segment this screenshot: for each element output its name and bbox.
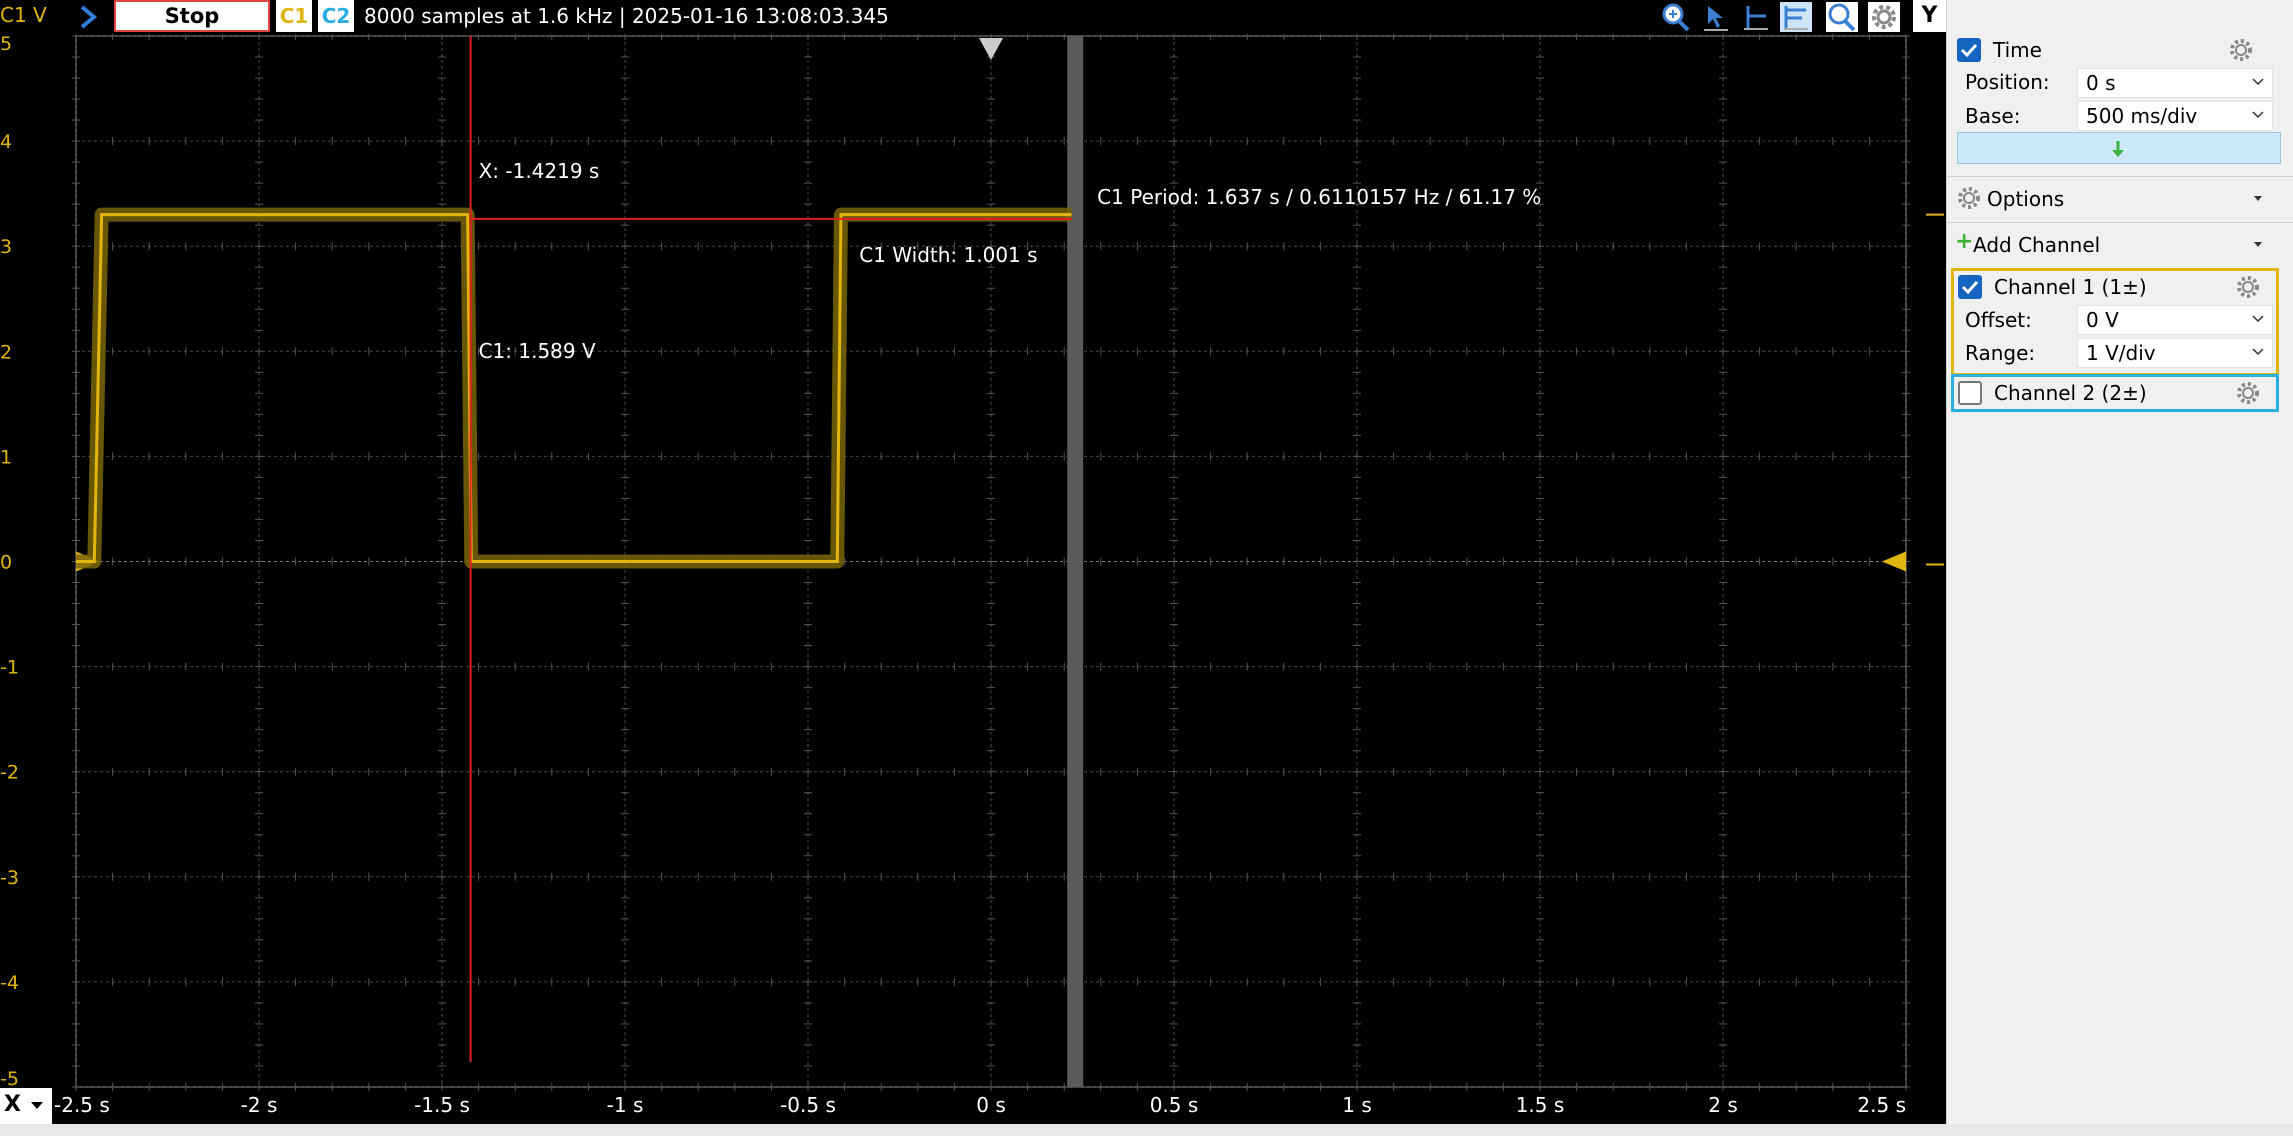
y-tick-label: 3 xyxy=(0,236,12,258)
y-tick-label: -3 xyxy=(0,867,19,889)
y-tick-label: -2 xyxy=(0,762,19,784)
divider xyxy=(1947,222,2293,223)
cursor-select-icon[interactable] xyxy=(1700,2,1732,32)
c1-trace xyxy=(76,213,1072,563)
chevron-down-icon xyxy=(2252,111,2264,119)
x-tick-label: -1 s xyxy=(607,1093,644,1117)
y-tick-label: 1 xyxy=(0,446,12,468)
x-tick-label: -2.5 s xyxy=(54,1093,110,1117)
toolbar: C1 V Stop C1 C2 8000 samples at 1.6 kHz … xyxy=(0,0,1970,34)
time-header: Time xyxy=(1947,36,2293,66)
options-label: Options xyxy=(1987,187,2065,211)
c1-button[interactable]: C1 xyxy=(276,0,312,32)
x-tick-label: 2 s xyxy=(1708,1093,1738,1117)
time-expand-button[interactable] xyxy=(1957,132,2281,164)
trigger-position-marker[interactable] xyxy=(979,38,1003,60)
time-base-value: 500 ms/div xyxy=(2086,104,2198,128)
time-title: Time xyxy=(1993,38,2042,62)
zoom-in-icon[interactable] xyxy=(1660,2,1692,32)
oscilloscope-plot[interactable]: 5 4 3 2 1 0 -1 -2 -3 -4 -5 -2.5 s -2 s -1.5 s -1 s -0.5… xyxy=(0,34,1946,1124)
period-measurement-label: C1 Period: 1.637 s / 0.6110157 Hz / 61.1… xyxy=(1097,185,1541,209)
width-measurement-label: C1 Width: 1.001 s xyxy=(859,243,1037,267)
y-tick-label: -4 xyxy=(0,972,19,994)
y-tick-label: 0 xyxy=(0,552,12,574)
time-settings-gear-icon[interactable] xyxy=(2227,36,2255,64)
zoom-icon[interactable] xyxy=(1826,2,1858,32)
chevron-down-icon xyxy=(2252,78,2264,86)
channel2-block: Channel 2 (2±) xyxy=(1951,374,2279,412)
add-channel-dropdown-icon xyxy=(2254,242,2262,247)
add-plus-icon: + xyxy=(1955,229,1974,254)
status-strip xyxy=(0,1124,2293,1136)
channel2-title: Channel 2 (2±) xyxy=(1994,381,2147,405)
divider xyxy=(1947,176,2293,177)
x-tick-label: 0.5 s xyxy=(1150,1093,1199,1117)
channel1-settings-gear-icon[interactable] xyxy=(2234,273,2262,301)
add-channel-row[interactable]: + Add Channel xyxy=(1947,228,2293,260)
channel1-range-select[interactable]: 1 V/div xyxy=(2077,338,2273,368)
x-tick-label: 0 s xyxy=(976,1093,1006,1117)
measure-cursor-icon[interactable] xyxy=(1740,2,1772,32)
x-tick-label: 2.5 s xyxy=(1857,1093,1906,1117)
down-arrow-icon xyxy=(2112,141,2124,157)
cursor-c1-label: C1: 1.589 V xyxy=(479,339,596,363)
channel1-offset-value: 0 V xyxy=(2086,308,2119,332)
channel2-checkbox[interactable] xyxy=(1958,381,1982,405)
channel1-offset-label: Offset: xyxy=(1965,308,2032,332)
channel1-checkbox[interactable] xyxy=(1958,275,1982,299)
y-tick-label: 2 xyxy=(0,341,12,363)
x-tick-label: -0.5 s xyxy=(780,1093,836,1117)
x-axis-control[interactable]: X xyxy=(0,1088,52,1124)
channel1-title: Channel 1 (1±) xyxy=(1994,275,2147,299)
chevron-down-icon xyxy=(2252,348,2264,356)
y-tick-label: 5 xyxy=(0,34,12,55)
acquisition-info: 8000 samples at 1.6 kHz | 2025-01-16 13:… xyxy=(364,4,889,28)
x-tick-label: -1.5 s xyxy=(414,1093,470,1117)
y-tick-label: -1 xyxy=(0,657,19,679)
y-tick-label: -5 xyxy=(0,1068,19,1090)
y-tick-label: 4 xyxy=(0,131,12,153)
x-tick-label: 1.5 s xyxy=(1516,1093,1565,1117)
channel-unit-label: C1 V xyxy=(0,3,47,27)
channel1-range-label: Range: xyxy=(1965,341,2036,365)
chevron-down-icon xyxy=(2252,315,2264,323)
trigger-level-marker[interactable] xyxy=(1882,551,1906,572)
options-gear-icon xyxy=(1958,187,1980,209)
cursor-x-label: X: -1.4219 s xyxy=(479,159,600,183)
stop-button[interactable]: Stop xyxy=(114,0,270,32)
channel1-range-value: 1 V/div xyxy=(2086,341,2156,365)
time-checkbox[interactable] xyxy=(1957,38,1981,62)
x-tick-label: 1 s xyxy=(1342,1093,1372,1117)
x-dropdown-arrow-icon[interactable] xyxy=(30,1101,44,1111)
channel1-offset-select[interactable]: 0 V xyxy=(2077,305,2273,335)
settings-gear-icon[interactable] xyxy=(1868,2,1900,32)
y-axis-button[interactable]: Y xyxy=(1913,0,1946,32)
time-base-label: Base: xyxy=(1965,104,2021,128)
x-axis-label: X xyxy=(4,1092,21,1117)
c2-button[interactable]: C2 xyxy=(318,0,354,32)
time-position-label: Position: xyxy=(1965,70,2050,94)
acquisition-edge-band xyxy=(1067,36,1084,1087)
time-base-select[interactable]: 500 ms/div xyxy=(2077,101,2273,131)
options-row[interactable]: Options xyxy=(1947,182,2293,214)
control-panel: Time Position: 0 s Base: 500 ms/div Opti… xyxy=(1946,0,2293,1124)
run-arrow-icon[interactable] xyxy=(78,5,100,29)
horizontal-cursor-icon[interactable] xyxy=(1780,2,1812,32)
time-position-select[interactable]: 0 s xyxy=(2077,68,2273,98)
add-channel-label: Add Channel xyxy=(1973,233,2101,257)
x-tick-label: -2 s xyxy=(241,1093,278,1117)
options-dropdown-icon xyxy=(2254,196,2262,201)
channel1-block: Channel 1 (1±) Offset: 0 V Range: 1 V/di… xyxy=(1951,268,2279,376)
channel2-settings-gear-icon[interactable] xyxy=(2234,379,2262,407)
time-position-value: 0 s xyxy=(2086,71,2116,95)
